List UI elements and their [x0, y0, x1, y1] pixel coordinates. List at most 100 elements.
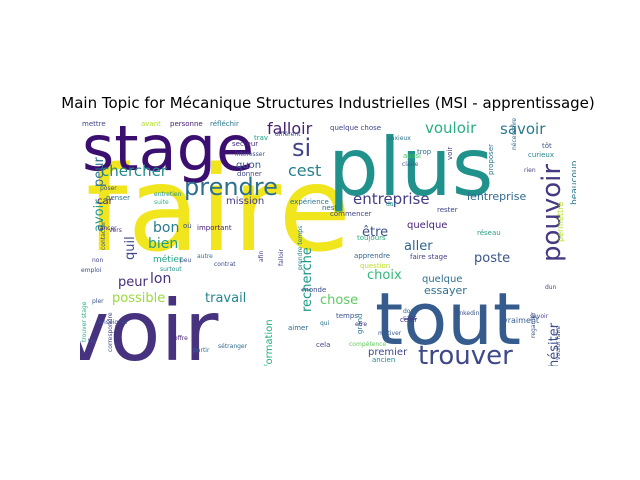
cloud-word: personne: [170, 120, 203, 128]
cloud-word: différent: [275, 131, 301, 138]
cloud-word: nécessaire: [511, 118, 518, 150]
cloud-word: faire: [86, 140, 351, 278]
cloud-word: voir: [446, 147, 454, 160]
cloud-word: vers: [109, 227, 122, 234]
cloud-word: formation: [264, 319, 275, 366]
cloud-word: important: [197, 224, 232, 232]
cloud-word: expérience: [290, 198, 329, 206]
cloud-word: bien: [148, 236, 178, 252]
chart-title: Main Topic for Mécanique Structures Indu…: [61, 94, 595, 112]
cloud-word: savoir: [530, 313, 549, 320]
cloud-word: chose: [320, 293, 358, 308]
cloud-word: trav: [254, 134, 268, 142]
cloud-word: intéresser: [235, 151, 265, 158]
cloud-word: peu: [180, 257, 192, 264]
cloud-word: travail: [205, 291, 246, 306]
cloud-word: apprendre: [354, 252, 390, 260]
cloud-word: suite: [154, 199, 169, 206]
cloud-word: vraiment: [503, 316, 539, 325]
cloud-word: temps: [336, 312, 358, 320]
cloud-word: tre: [88, 338, 97, 345]
cloud-word: sétranger: [218, 343, 248, 350]
cloud-word: falloir: [278, 249, 285, 266]
cloud-word: entretien: [154, 191, 182, 198]
cloud-word: faire stage: [410, 253, 447, 261]
cloud-word: etre: [355, 321, 367, 328]
cloud-word: quelque chose: [330, 124, 381, 132]
cloud-word: avoir: [92, 199, 107, 232]
cloud-word: voulor faire: [555, 325, 562, 360]
cloud-word: claire: [402, 161, 419, 168]
cloud-word: premier: [368, 347, 408, 358]
cloud-word: autre: [197, 253, 213, 260]
cloud-word: savoir: [500, 120, 546, 138]
cloud-word: cest: [288, 161, 321, 180]
cloud-word: non: [92, 257, 103, 264]
cloud-word: proposer: [487, 144, 495, 175]
cloud-word: car: [97, 196, 114, 207]
cloud-word: prendre temps: [297, 226, 304, 270]
cloud-word: falloir: [267, 119, 313, 138]
cloud-word: partir: [193, 347, 210, 354]
cloud-word: donner: [237, 170, 262, 178]
cloud-word: monde: [302, 286, 326, 294]
cloud-word: aussi: [403, 152, 421, 160]
cloud-word: vouloir: [425, 119, 477, 137]
cloud-word: contrat: [214, 261, 236, 268]
cloud-word: métier: [153, 254, 183, 265]
cloud-word: poste: [474, 251, 510, 266]
cloud-word: nest: [322, 204, 337, 212]
cloud-word: lancer: [98, 225, 117, 232]
cloud-word: quelque: [407, 220, 447, 231]
cloud-word: bon: [153, 220, 179, 236]
cloud-word: anxieux: [387, 135, 411, 142]
cloud-word: renseigner: [96, 319, 129, 326]
cloud-word: trouver: [418, 341, 513, 366]
cloud-word: curieux: [528, 151, 554, 159]
cloud-word: sans: [403, 315, 417, 322]
cloud-word: penser: [106, 194, 130, 202]
cloud-word: avoir: [80, 282, 219, 366]
cloud-word: lentreprise: [467, 190, 526, 203]
cloud-word: pouvoir: [537, 164, 567, 262]
cloud-word: commencer: [330, 210, 372, 218]
cloud-word: recherche: [300, 247, 315, 312]
cloud-word: qui: [320, 320, 330, 327]
cloud-word: si: [292, 134, 311, 162]
cloud-word: tôt: [542, 142, 552, 150]
cloud-word: grand: [356, 314, 364, 335]
cloud-word: être: [362, 225, 388, 240]
cloud-word: rester: [437, 206, 458, 214]
cloud-word: trouver stage: [81, 301, 88, 342]
cloud-word: possible: [112, 291, 165, 306]
cloud-word: prendre: [184, 173, 278, 201]
cloud-word: mission: [226, 196, 264, 207]
cloud-word: dur: [386, 201, 397, 208]
cloud-word: celer: [400, 316, 417, 324]
word-cloud: faireavoir plus tout stage trouver pouvoir pre…: [80, 118, 576, 366]
cloud-word: surtout: [160, 266, 182, 273]
cloud-word: motiver: [378, 330, 402, 337]
cloud-word: stage: [82, 118, 254, 185]
cloud-word: essayer: [424, 284, 467, 297]
cloud-word: ancien: [372, 356, 395, 364]
cloud-word: donc: [403, 308, 418, 315]
cloud-word: plus: [328, 121, 493, 214]
cloud-word: lon: [150, 271, 171, 287]
cloud-word: quelque: [422, 274, 462, 285]
cloud-word: toujours: [357, 234, 386, 242]
cloud-word: où: [183, 222, 192, 230]
cloud-word: cela: [316, 341, 330, 349]
cloud-word: avant: [141, 120, 161, 128]
cloud-word: linkedin: [456, 310, 480, 317]
cloud-word: réseau: [477, 229, 501, 237]
cloud-word: regarder: [530, 312, 537, 338]
cloud-word: entreprise: [353, 190, 430, 208]
cloud-word: compétence: [349, 341, 386, 348]
cloud-word: aimer: [288, 324, 308, 332]
cloud-word: secteur: [232, 140, 258, 148]
cloud-word: choix: [367, 268, 402, 283]
cloud-word: question: [360, 262, 390, 270]
cloud-word: offre: [174, 335, 188, 342]
